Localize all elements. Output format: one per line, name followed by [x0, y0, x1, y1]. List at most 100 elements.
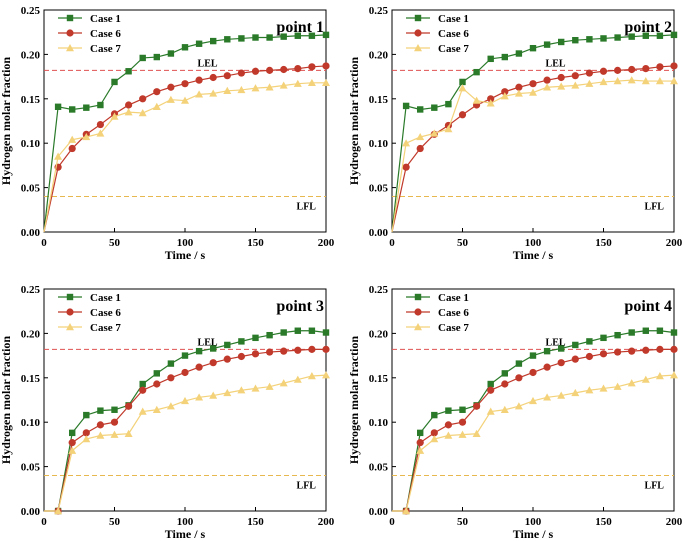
data-point: [322, 345, 330, 353]
data-point: [431, 411, 438, 419]
data-point: [167, 374, 175, 382]
data-point: [266, 34, 273, 41]
data-point: [642, 32, 649, 39]
data-point: [152, 102, 161, 110]
data-point: [614, 34, 621, 41]
x-tick-label: 0: [389, 237, 395, 249]
data-point: [417, 106, 424, 113]
data-point: [515, 360, 523, 367]
ref-label-lel: LEL: [546, 337, 566, 348]
data-point: [68, 439, 76, 447]
data-point: [252, 334, 259, 342]
data-point: [402, 507, 411, 515]
data-point: [97, 407, 104, 414]
data-point: [514, 89, 523, 97]
panel-title: point 4: [624, 298, 672, 315]
ref-label-lfl: LFL: [297, 201, 317, 212]
data-point: [472, 96, 481, 104]
data-point: [670, 31, 678, 39]
data-point: [572, 36, 579, 44]
series-line: [392, 374, 675, 512]
data-point: [139, 380, 146, 388]
data-point: [627, 379, 636, 387]
data-point: [641, 77, 650, 85]
data-point: [68, 144, 76, 153]
data-point: [444, 124, 453, 133]
data-point: [416, 144, 424, 153]
data-point: [529, 88, 537, 96]
data-point: [585, 386, 594, 394]
series-case-6: [391, 62, 678, 233]
data-point: [599, 350, 608, 358]
series-line: [44, 374, 327, 512]
data-point: [571, 355, 579, 363]
ref-label-lfl: LFL: [645, 480, 665, 491]
legend-marker: [66, 308, 74, 316]
data-point: [322, 31, 330, 39]
data-point: [294, 32, 301, 39]
data-point: [656, 327, 664, 334]
data-point: [585, 352, 594, 361]
data-point: [195, 347, 203, 355]
x-tick-label: 50: [457, 516, 469, 528]
x-tick-label: 150: [247, 516, 264, 528]
data-point: [152, 405, 161, 413]
data-point: [280, 33, 287, 40]
data-point: [486, 407, 495, 415]
data-point: [138, 109, 147, 117]
x-axis-title: Time / s: [165, 248, 206, 262]
data-point: [322, 62, 330, 70]
data-point: [600, 35, 607, 42]
data-point: [308, 63, 316, 71]
legend-label: Case 7: [90, 322, 121, 334]
x-tick-label: 50: [109, 516, 121, 528]
y-axis-title: Hydrogen molar fraction: [0, 57, 13, 186]
data-point: [614, 348, 622, 356]
data-point: [125, 101, 133, 109]
ref-label-lel: LEL: [198, 337, 218, 348]
data-point: [628, 65, 636, 74]
legend-label: Case 6: [438, 28, 469, 40]
data-point: [416, 446, 425, 454]
legend: Case 1 Case 6 Case 7: [58, 292, 121, 334]
ref-label-lel: LEL: [198, 58, 218, 69]
legend-marker: [414, 14, 422, 22]
data-point: [529, 396, 537, 405]
data-point: [543, 41, 551, 48]
data-point: [501, 380, 509, 388]
y-axis-title: Hydrogen molar fraction: [347, 336, 361, 465]
data-point: [82, 132, 91, 141]
data-point: [473, 402, 481, 410]
data-point: [69, 106, 76, 113]
data-point: [628, 329, 635, 336]
legend: Case 1 Case 6 Case 7: [58, 13, 121, 55]
legend-marker: [414, 29, 422, 37]
y-tick-label: 0.10: [21, 417, 41, 429]
data-point: [110, 112, 119, 120]
data-point: [181, 396, 189, 405]
data-point: [294, 346, 302, 354]
data-point: [237, 386, 246, 394]
data-point: [529, 368, 537, 377]
data-point: [656, 63, 664, 71]
data-point: [458, 111, 467, 119]
x-tick-label: 200: [318, 516, 335, 528]
data-point: [558, 38, 565, 46]
data-point: [655, 77, 664, 85]
data-point: [543, 363, 551, 371]
data-point: [402, 139, 411, 147]
data-point: [181, 44, 189, 51]
ref-label-lel: LEL: [546, 58, 566, 69]
data-point: [543, 347, 551, 355]
data-point: [68, 135, 77, 143]
data-point: [308, 327, 316, 334]
data-point: [167, 50, 175, 57]
data-point: [266, 66, 274, 74]
y-tick-label: 0.10: [21, 138, 41, 150]
data-point: [68, 446, 77, 454]
data-point: [656, 345, 664, 353]
data-point: [402, 163, 410, 171]
y-tick-label: 0.15: [369, 373, 389, 385]
data-point: [599, 77, 608, 86]
data-point: [166, 402, 175, 410]
